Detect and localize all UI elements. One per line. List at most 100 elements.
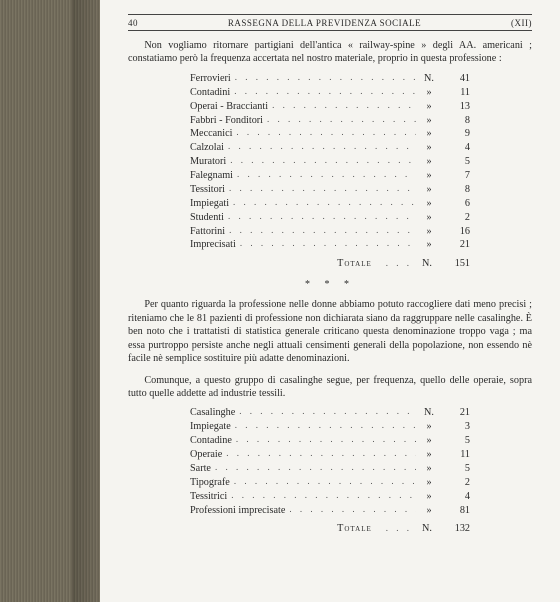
page-number: 40 — [128, 18, 138, 28]
total-dots: . . . — [386, 523, 412, 533]
row-value: 21 — [442, 238, 470, 252]
table-row: Professioni imprecisate. . . . . . . . .… — [190, 504, 470, 518]
row-unit: » — [420, 169, 438, 183]
row-value: 2 — [442, 211, 470, 225]
row-unit: » — [420, 211, 438, 225]
row-label: Falegnami — [190, 169, 233, 183]
row-label: Professioni imprecisate — [190, 504, 285, 518]
table-row: Fabbri - Fonditori. . . . . . . . . . . … — [190, 114, 470, 128]
row-label: Impiegate — [190, 420, 231, 434]
row-value: 5 — [442, 462, 470, 476]
paragraph-2: Per quanto riguarda la professione nelle… — [128, 298, 532, 365]
total-unit: N. — [418, 523, 436, 534]
total-row-women: Totale . . . N. 132 — [190, 523, 470, 534]
row-value: 4 — [442, 490, 470, 504]
table-row: Operai - Braccianti. . . . . . . . . . .… — [190, 100, 470, 114]
row-value: 5 — [442, 155, 470, 169]
row-value: 9 — [442, 127, 470, 141]
leader-dots: . . . . . . . . . . . . . . . . . . . . … — [236, 126, 416, 139]
row-label: Tessitrici — [190, 490, 227, 504]
row-unit: » — [420, 100, 438, 114]
row-unit: » — [420, 155, 438, 169]
row-label: Contadine — [190, 434, 232, 448]
binding-texture — [0, 0, 100, 602]
section-stars: * * * — [128, 279, 532, 290]
row-value: 13 — [442, 100, 470, 114]
row-unit: » — [420, 225, 438, 239]
row-unit: » — [420, 434, 438, 448]
leader-dots: . . . . . . . . . . . . . . . . . . . . … — [234, 475, 416, 488]
row-value: 8 — [442, 183, 470, 197]
row-label: Impiegati — [190, 197, 229, 211]
table-row: Contadini. . . . . . . . . . . . . . . .… — [190, 86, 470, 100]
total-value: 132 — [442, 523, 470, 534]
table-row: Impiegate . . . . . . . . . . . . . . . .… — [190, 420, 470, 434]
leader-dots: . . . . . . . . . . . . . . . . . . . . … — [236, 433, 416, 446]
row-value: 16 — [442, 225, 470, 239]
leader-dots: . . . . . . . . . . . . . . . . . . . . … — [231, 489, 416, 502]
table-row: Falegnami . . . . . . . . . . . . . . . .… — [190, 169, 470, 183]
leader-dots: . . . . . . . . . . . . . . . . . . . . … — [240, 237, 416, 250]
row-label: Meccanici — [190, 127, 232, 141]
total-label: Totale — [337, 523, 372, 534]
table-row: Muratori. . . . . . . . . . . . . . . . … — [190, 155, 470, 169]
row-value: 6 — [442, 197, 470, 211]
row-label: Tipografe — [190, 476, 230, 490]
leader-dots: . . . . . . . . . . . . . . . . . . . . … — [233, 196, 416, 209]
profession-table-men: Ferrovieri . . . . . . . . . . . . . . . … — [190, 72, 470, 252]
row-label: Casalinghe — [190, 406, 235, 420]
table-row: Fattorini. . . . . . . . . . . . . . . .… — [190, 225, 470, 239]
row-label: Contadini — [190, 86, 230, 100]
row-label: Ferrovieri — [190, 72, 231, 86]
row-label: Muratori — [190, 155, 226, 169]
profession-table-women: Casalinghe. . . . . . . . . . . . . . . … — [190, 406, 470, 517]
row-unit: » — [420, 476, 438, 490]
leader-dots: . . . . . . . . . . . . . . . . . . . . … — [228, 140, 416, 153]
row-value: 21 — [442, 406, 470, 420]
table-row: Meccanici . . . . . . . . . . . . . . . .… — [190, 127, 470, 141]
row-label: Studenti — [190, 211, 224, 225]
leader-dots: . . . . . . . . . . . . . . . . . . . . … — [228, 210, 416, 223]
rule-top — [128, 14, 532, 15]
row-value: 11 — [442, 448, 470, 462]
table-row: Tessitori. . . . . . . . . . . . . . . .… — [190, 183, 470, 197]
row-value: 11 — [442, 86, 470, 100]
table-row: Operaie . . . . . . . . . . . . . . . . .… — [190, 448, 470, 462]
row-value: 8 — [442, 114, 470, 128]
leader-dots: . . . . . . . . . . . . . . . . . . . . … — [229, 224, 416, 237]
row-unit: » — [420, 490, 438, 504]
total-dots: . . . — [386, 258, 412, 268]
row-unit: » — [420, 114, 438, 128]
leader-dots: . . . . . . . . . . . . . . . . . . . . … — [237, 168, 416, 181]
row-value: 4 — [442, 141, 470, 155]
signature-mark: (XII) — [511, 18, 532, 28]
total-row-men: Totale . . . N. 151 — [190, 258, 470, 269]
row-unit: » — [420, 448, 438, 462]
page-body: 40 RASSEGNA DELLA PREVIDENZA SOCIALE (XI… — [100, 0, 560, 602]
table-row: Casalinghe . . . . . . . . . . . . . . . … — [190, 406, 470, 420]
table-row: Imprecisati. . . . . . . . . . . . . . .… — [190, 238, 470, 252]
table-row: Sarte. . . . . . . . . . . . . . . . . .… — [190, 462, 470, 476]
row-label: Sarte — [190, 462, 211, 476]
row-unit: » — [420, 183, 438, 197]
row-unit: » — [420, 504, 438, 518]
rule-bottom — [128, 30, 532, 31]
row-value: 5 — [442, 434, 470, 448]
row-label: Tessitori — [190, 183, 225, 197]
total-value: 151 — [442, 258, 470, 269]
row-unit: » — [420, 420, 438, 434]
table-row: Studenti . . . . . . . . . . . . . . . . … — [190, 211, 470, 225]
total-unit: N. — [418, 258, 436, 269]
row-label: Fabbri - Fonditori — [190, 114, 263, 128]
table-row: Tessitrici . . . . . . . . . . . . . . . … — [190, 490, 470, 504]
row-unit: » — [420, 197, 438, 211]
total-label: Totale — [337, 258, 372, 269]
leader-dots: . . . . . . . . . . . . . . . . . . . . … — [235, 419, 416, 432]
row-value: 41 — [442, 72, 470, 86]
row-label: Operaie — [190, 448, 222, 462]
table-row: Ferrovieri. . . . . . . . . . . . . . . … — [190, 72, 470, 86]
table-row: Calzolai. . . . . . . . . . . . . . . . … — [190, 141, 470, 155]
leader-dots: . . . . . . . . . . . . . . . . . . . . … — [239, 405, 416, 418]
row-unit: » — [420, 238, 438, 252]
leader-dots: . . . . . . . . . . . . . . . . . . . . … — [226, 447, 416, 460]
